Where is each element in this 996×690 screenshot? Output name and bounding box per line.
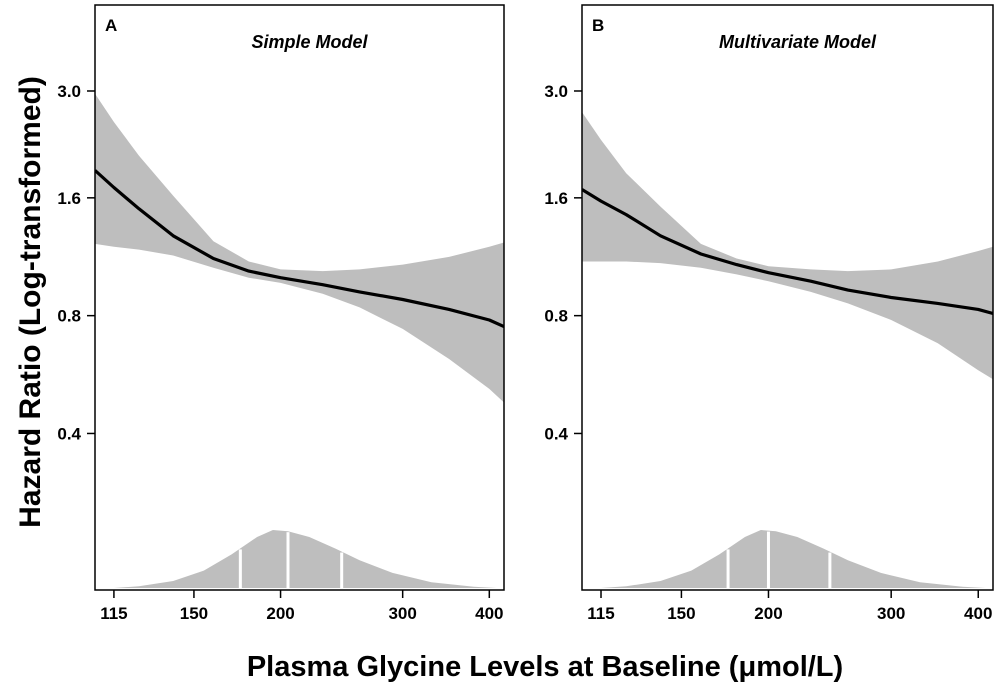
confidence-band: [95, 93, 504, 403]
hazard-ratio-line: [95, 169, 504, 329]
y-tick-label: 1.6: [57, 189, 81, 208]
x-tick-label: 400: [964, 604, 992, 623]
panel-letter: A: [105, 16, 117, 35]
x-tick-label: 400: [475, 604, 503, 623]
y-axis-label: Hazard Ratio (Log-transformed): [14, 76, 47, 528]
y-tick-label: 3.0: [57, 82, 81, 101]
panel-b: 3.0 1.6 0.8 0.4 115 150 200 300 400 B Multivariate…: [544, 4, 994, 623]
y-tick-label: 1.6: [544, 189, 568, 208]
y-tick-label: 3.0: [544, 82, 568, 101]
x-tick-label: 150: [667, 604, 695, 623]
x-tick-label: 300: [877, 604, 905, 623]
x-tick-label: 200: [266, 604, 294, 623]
x-tick-label: 115: [100, 604, 127, 623]
y-tick-label: 0.8: [544, 307, 568, 326]
panel-a: 3.0 1.6 0.8 0.4 115 150 200 300 400 A Simple Model: [57, 4, 505, 623]
plot-area: [95, 93, 504, 588]
x-tick-label: 300: [388, 604, 416, 623]
y-tick-label: 0.4: [57, 424, 81, 443]
panel-frame: [94, 4, 505, 591]
panel-title: Simple Model: [251, 32, 368, 52]
panel-letter: B: [592, 16, 604, 35]
confidence-band: [582, 112, 993, 380]
x-tick-label: 115: [587, 604, 614, 623]
plot-area: [582, 112, 993, 588]
density-area: [601, 530, 986, 588]
panel-title: Multivariate Model: [719, 32, 877, 52]
y-tick-label: 0.4: [544, 424, 568, 443]
x-axis-label: Plasma Glycine Levels at Baseline (μmol/…: [247, 651, 843, 683]
density-area: [113, 530, 497, 588]
hazard-ratio-line: [582, 188, 993, 316]
panel-frame: [581, 4, 994, 591]
y-tick-label: 0.8: [57, 307, 81, 326]
x-tick-label: 150: [180, 604, 208, 623]
x-tick-label: 200: [754, 604, 782, 623]
